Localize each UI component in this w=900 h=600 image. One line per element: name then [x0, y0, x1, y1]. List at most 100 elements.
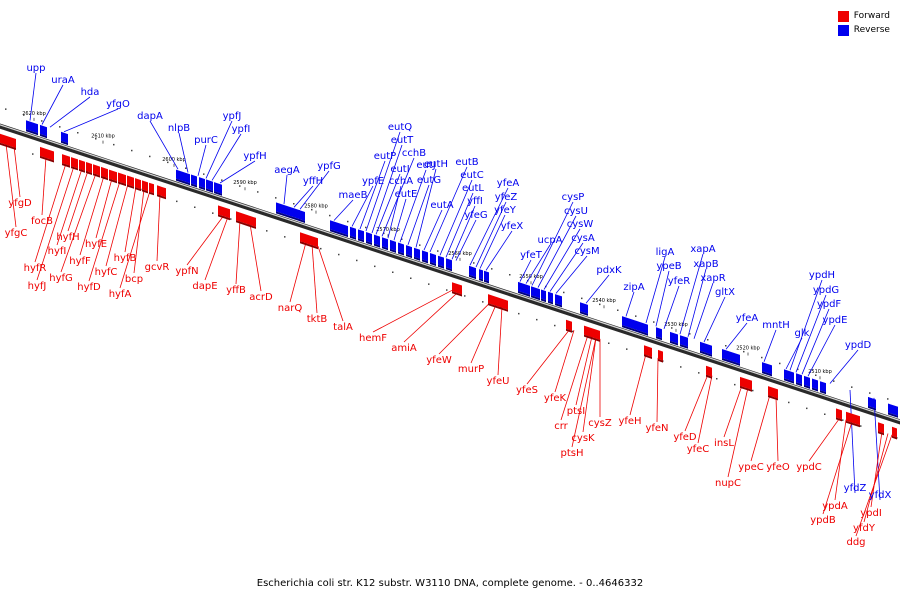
legend-forward: Forward: [837, 9, 890, 23]
reverse-gene-label: ypdF: [817, 299, 842, 310]
kbp-tick-label: 2620 kbp: [22, 111, 46, 117]
forward-leader-line: [124, 186, 137, 253]
forward-gene-label: hyfE: [85, 239, 107, 250]
reverse-gene: [796, 373, 802, 385]
reverse-leader-line: [333, 199, 354, 221]
reverse-gene-shadow: [61, 140, 68, 146]
forward-gene-shadow: [135, 187, 141, 192]
reverse-gene-label: yfeZ: [495, 192, 518, 203]
forward-gene-label: yffB: [226, 285, 246, 296]
forward-gene-shadow: [62, 163, 70, 168]
scale-dot: [455, 256, 457, 258]
forward-gene-label: hyfR: [24, 263, 47, 274]
forward-gene-shadow: [768, 395, 778, 401]
reverse-leader-line: [543, 228, 581, 290]
forward-gene-label: yfeC: [687, 444, 710, 455]
scale-dot: [581, 297, 583, 300]
scale-dot: [833, 380, 835, 382]
forward-gene-shadow: [118, 181, 126, 187]
reverse-leader-line: [445, 192, 474, 258]
reverse-gene: [484, 270, 489, 282]
reverse-label-leaders: [29, 72, 881, 501]
scale-dot: [203, 173, 205, 175]
reverse-gene-label: cysM: [574, 246, 599, 257]
forward-gene: [162, 187, 166, 198]
forward-gene-label: yfeO: [766, 462, 790, 473]
reverse-gene: [374, 234, 380, 246]
reverse-gene: [430, 253, 436, 264]
reverse-leader-line: [293, 185, 314, 208]
scale-dot: [266, 230, 268, 232]
forward-leader-line: [870, 431, 883, 508]
forward-gene: [846, 411, 860, 426]
scale-dot: [212, 212, 214, 214]
reverse-gene-shadow: [680, 344, 688, 349]
reverse-gene-shadow: [541, 298, 546, 303]
reverse-gene-shadow: [700, 350, 712, 357]
forward-gene-shadow: [878, 431, 884, 436]
reverse-leader-line: [41, 84, 64, 125]
forward-gene: [892, 426, 897, 438]
forward-gene-shadow: [644, 354, 652, 359]
reverse-leader-line: [479, 214, 506, 269]
reverse-gene-shadow: [330, 229, 348, 238]
reverse-gene-label: pdxK: [596, 265, 622, 276]
scale-dot: [716, 378, 718, 380]
forward-gene-shadow: [488, 303, 508, 312]
reverse-gene-label: eutL: [462, 183, 484, 194]
forward-gene-shadow: [157, 194, 162, 198]
forward-leader-line: [204, 216, 229, 281]
reverse-leader-line: [387, 185, 402, 239]
forward-gene: [878, 422, 884, 434]
forward-gene: [79, 159, 85, 171]
forward-gene-label: yfeU: [487, 376, 510, 387]
forward-gene-label: yfeN: [645, 423, 668, 434]
scale-dot: [734, 383, 736, 386]
forward-gene-label: yfeH: [618, 416, 641, 427]
forward-leader-line: [13, 146, 21, 198]
reverse-leader-line: [415, 168, 437, 248]
forward-gene: [218, 205, 230, 219]
reverse-gene: [199, 177, 205, 189]
forward-gene-label: amiA: [391, 343, 417, 354]
forward-gene-label: cysZ: [588, 418, 612, 429]
reverse-gene-shadow: [812, 387, 818, 392]
forward-gene-shadow: [101, 175, 108, 181]
scale-dot: [842, 419, 844, 421]
forward-gene-label: hyfF: [69, 256, 91, 267]
forward-genes: [0, 133, 897, 440]
reverse-gene: [330, 220, 348, 236]
forward-gene-shadow: [740, 385, 752, 392]
reverse-gene-shadow: [191, 183, 197, 188]
reverse-leader-line: [795, 294, 827, 373]
reverse-gene: [762, 362, 772, 375]
reverse-gene: [656, 327, 662, 339]
reverse-gene-label: yfgO: [106, 99, 130, 110]
forward-gene-label: gcvR: [145, 262, 170, 273]
reverse-leader-line: [469, 187, 509, 266]
reverse-leader-line: [485, 230, 513, 271]
forward-leader-line: [311, 244, 318, 314]
reverse-gene-label: eutA: [430, 200, 453, 211]
reverse-gene: [206, 179, 213, 191]
reverse-gene: [670, 331, 678, 344]
forward-gene: [127, 175, 134, 187]
forward-leader-line: [36, 165, 75, 281]
reverse-gene-label: xapA: [690, 244, 715, 255]
forward-gene: [149, 182, 154, 194]
reverse-gene-label: eutC: [460, 170, 483, 181]
forward-gene-label: yfeS: [516, 385, 538, 396]
reverse-gene: [299, 210, 305, 221]
reverse-gene: [531, 286, 540, 299]
reverse-gene-shadow: [784, 378, 794, 384]
reverse-gene-shadow: [214, 191, 222, 196]
reverse-gene: [680, 335, 688, 347]
reverse-gene-label: hda: [81, 87, 100, 98]
forward-leader-line: [289, 242, 307, 303]
forward-leader-line: [56, 168, 83, 246]
scale-dot: [572, 330, 574, 333]
reverse-leader-line: [49, 96, 91, 128]
reverse-gene: [414, 247, 420, 259]
reverse-gene: [784, 369, 794, 382]
forward-leader-line: [526, 328, 571, 385]
